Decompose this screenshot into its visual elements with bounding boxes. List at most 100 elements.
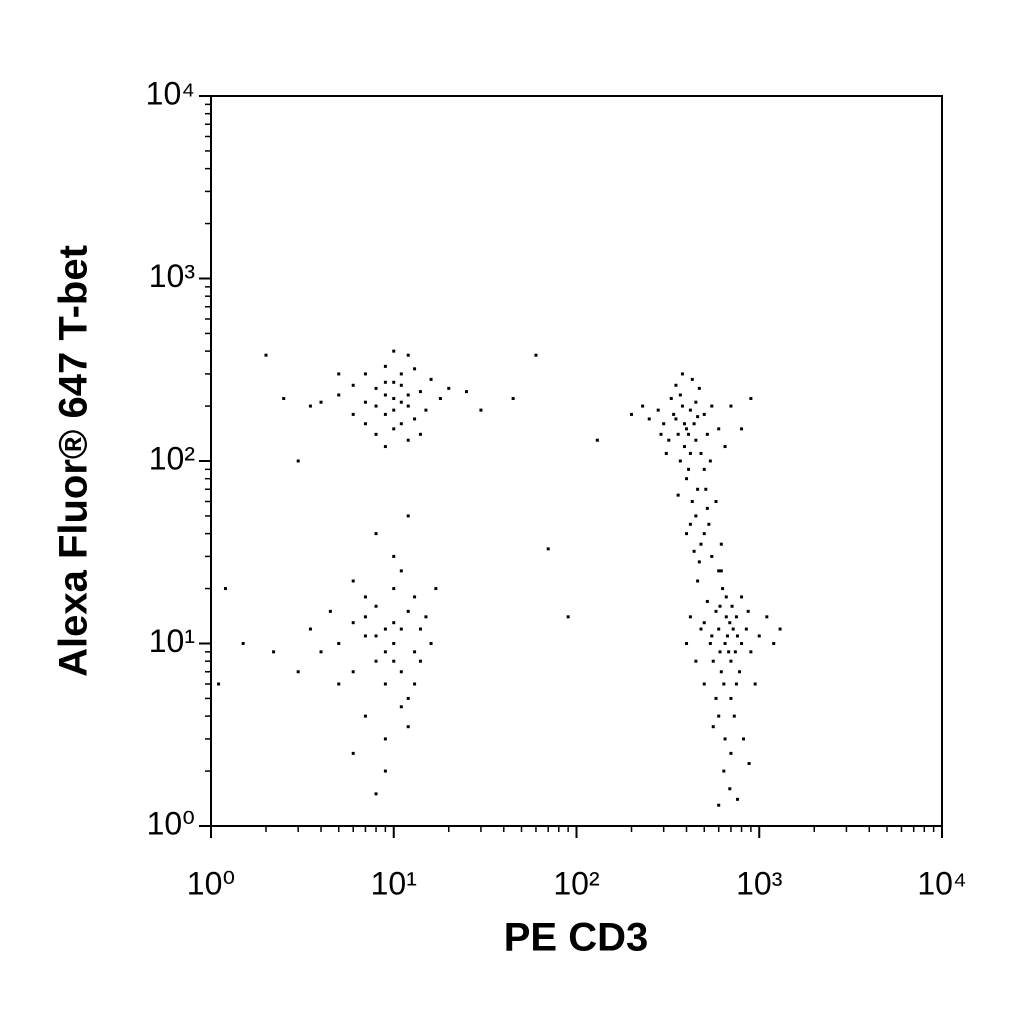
point [264, 353, 268, 357]
point [424, 615, 428, 619]
point [399, 569, 403, 573]
point [722, 769, 726, 773]
point [719, 670, 723, 674]
point [740, 642, 744, 645]
point [434, 587, 438, 591]
x-tick-label: 10² [553, 865, 600, 901]
point [392, 349, 396, 353]
point [730, 604, 734, 608]
point [392, 659, 396, 663]
point [337, 372, 341, 376]
point [686, 432, 690, 436]
point [399, 422, 403, 426]
point [685, 477, 689, 481]
plot-frame [210, 95, 943, 827]
point [363, 372, 367, 376]
point [694, 438, 698, 442]
point [705, 432, 709, 436]
point [740, 595, 744, 599]
point [740, 427, 744, 431]
point [406, 393, 410, 397]
point [702, 621, 706, 625]
point [351, 579, 355, 583]
x-tick-label: 10¹ [371, 865, 417, 901]
point [424, 408, 428, 412]
point [546, 547, 550, 551]
point [383, 412, 387, 416]
point [708, 459, 712, 463]
point [374, 404, 378, 408]
point [718, 604, 722, 608]
point [717, 714, 721, 718]
point [731, 627, 735, 631]
point [479, 408, 483, 412]
point [308, 627, 312, 631]
point [374, 634, 378, 638]
point [392, 408, 396, 412]
point [418, 627, 422, 631]
point [688, 451, 692, 455]
point [746, 609, 750, 613]
point [690, 377, 694, 381]
point [674, 417, 678, 421]
point [714, 499, 718, 503]
point [296, 459, 300, 463]
point [694, 659, 698, 663]
point [723, 737, 727, 741]
point [374, 532, 378, 536]
point [733, 650, 737, 654]
point [717, 427, 721, 431]
point [707, 522, 711, 526]
point [351, 412, 355, 416]
point [383, 445, 387, 449]
point [272, 650, 276, 654]
point [662, 422, 666, 426]
point [683, 445, 687, 449]
point [241, 642, 245, 645]
point [686, 467, 690, 471]
point [718, 650, 722, 654]
point [399, 400, 403, 404]
point [719, 542, 723, 546]
y-tick-label: 10⁰ [147, 805, 195, 841]
point [383, 380, 387, 384]
point [337, 393, 341, 397]
point [690, 499, 694, 503]
point [710, 404, 714, 408]
point [680, 372, 684, 376]
point [699, 542, 703, 546]
point [680, 404, 684, 408]
point [717, 569, 721, 573]
point [719, 569, 723, 573]
point [721, 587, 725, 591]
y-tick-label: 10³ [149, 258, 196, 294]
point [702, 532, 706, 536]
point [383, 627, 387, 631]
point [685, 532, 689, 536]
point [732, 714, 736, 718]
point [630, 412, 634, 416]
point [399, 372, 403, 376]
point [413, 595, 417, 599]
point [734, 682, 738, 686]
point [383, 682, 387, 686]
y-tick-label: 10² [149, 440, 196, 476]
point [676, 493, 680, 497]
point [566, 615, 570, 619]
point [641, 404, 645, 408]
point [710, 634, 714, 638]
point [697, 560, 701, 564]
point [734, 615, 738, 619]
point [374, 792, 378, 796]
point [392, 587, 396, 591]
point [363, 422, 367, 426]
point [464, 390, 468, 394]
point [659, 432, 663, 436]
point [406, 725, 410, 729]
point [697, 386, 701, 390]
point [392, 642, 396, 645]
point [704, 487, 708, 491]
point [722, 682, 726, 686]
point [705, 599, 709, 603]
point [363, 615, 367, 619]
